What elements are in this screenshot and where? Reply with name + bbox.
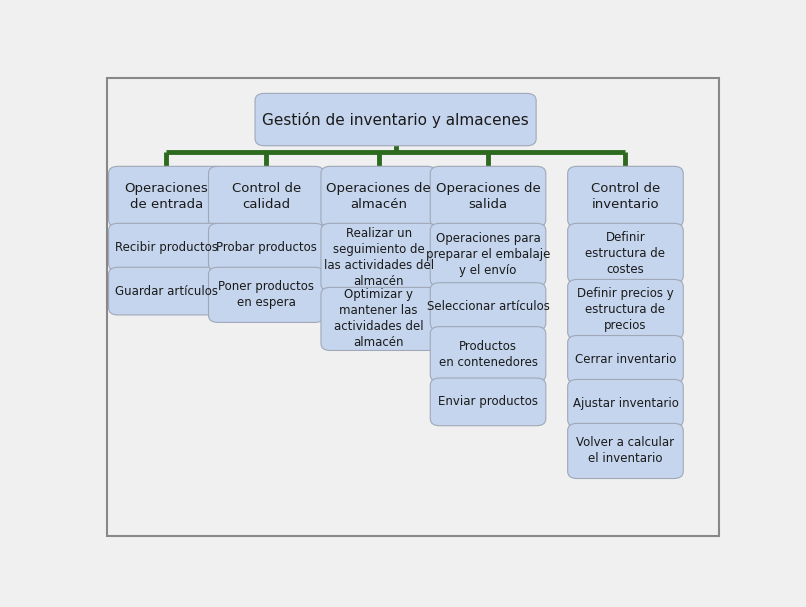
FancyBboxPatch shape (109, 223, 224, 271)
Text: Definir
estructura de
costes: Definir estructura de costes (585, 231, 666, 276)
FancyBboxPatch shape (209, 223, 324, 271)
Text: Gestión de inventario y almacenes: Gestión de inventario y almacenes (262, 112, 529, 127)
FancyBboxPatch shape (209, 267, 324, 322)
Text: Optimizar y
mantener las
actividades del
almacén: Optimizar y mantener las actividades del… (334, 288, 423, 350)
FancyBboxPatch shape (567, 166, 683, 227)
FancyBboxPatch shape (430, 166, 546, 227)
Text: Ajustar inventario: Ajustar inventario (572, 397, 679, 410)
FancyBboxPatch shape (430, 223, 546, 287)
FancyBboxPatch shape (567, 379, 683, 427)
Text: Realizar un
seguimiento de
las actividades del
almacén: Realizar un seguimiento de las actividad… (324, 227, 434, 288)
FancyBboxPatch shape (430, 327, 546, 382)
FancyBboxPatch shape (109, 166, 224, 227)
Text: Productos
en contenedores: Productos en contenedores (438, 340, 538, 368)
Text: Poner productos
en espera: Poner productos en espera (218, 280, 314, 310)
FancyBboxPatch shape (255, 93, 536, 146)
FancyBboxPatch shape (567, 336, 683, 383)
FancyBboxPatch shape (567, 223, 683, 283)
FancyBboxPatch shape (567, 279, 683, 339)
Text: Cerrar inventario: Cerrar inventario (575, 353, 676, 366)
Text: Definir precios y
estructura de
precios: Definir precios y estructura de precios (577, 287, 674, 332)
Text: Control de
calidad: Control de calidad (231, 182, 301, 211)
FancyBboxPatch shape (209, 166, 324, 227)
Text: Control de
inventario: Control de inventario (591, 182, 660, 211)
FancyBboxPatch shape (321, 166, 437, 227)
Text: Operaciones
de entrada: Operaciones de entrada (124, 182, 208, 211)
Text: Recibir productos: Recibir productos (114, 241, 218, 254)
Text: Operaciones de
salida: Operaciones de salida (436, 182, 540, 211)
Text: Seleccionar artículos: Seleccionar artículos (426, 300, 550, 313)
FancyBboxPatch shape (321, 223, 437, 291)
FancyBboxPatch shape (321, 287, 437, 350)
FancyBboxPatch shape (109, 267, 224, 315)
Text: Operaciones para
preparar el embalaje
y el envío: Operaciones para preparar el embalaje y … (426, 232, 550, 277)
Text: Enviar productos: Enviar productos (438, 395, 538, 409)
Text: Operaciones de
almacén: Operaciones de almacén (326, 182, 431, 211)
FancyBboxPatch shape (430, 378, 546, 426)
FancyBboxPatch shape (430, 283, 546, 330)
Text: Guardar artículos: Guardar artículos (114, 285, 218, 297)
FancyBboxPatch shape (567, 424, 683, 478)
Text: Probar productos: Probar productos (216, 241, 317, 254)
Text: Volver a calcular
el inventario: Volver a calcular el inventario (576, 436, 675, 466)
